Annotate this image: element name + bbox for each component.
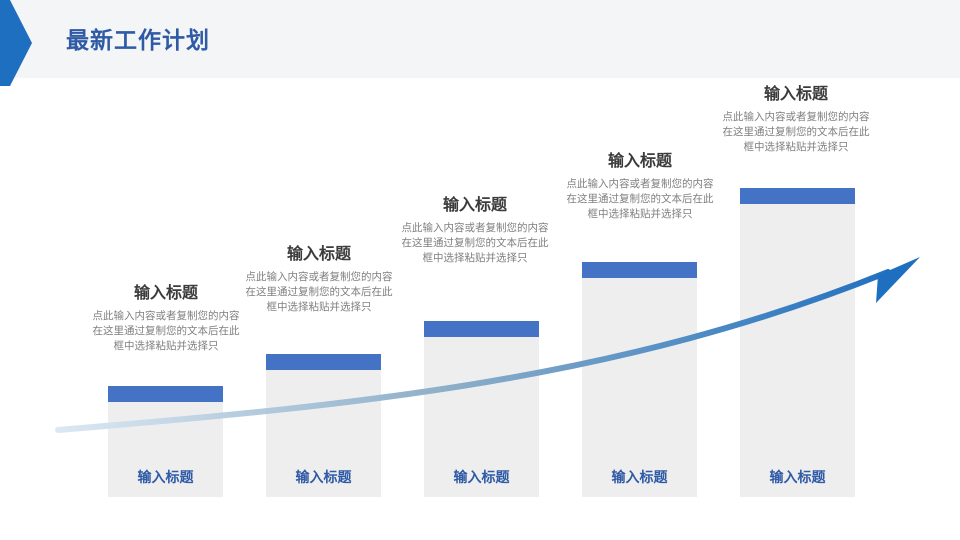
step-desc[interactable]: 点此输入内容或者复制您的内容在这里通过复制您的文本后在此框中选择粘贴并选择只: [401, 222, 549, 264]
column-label[interactable]: 输入标题: [611, 470, 668, 486]
arrow-head-icon: [851, 257, 920, 303]
step-title[interactable]: 输入标题: [442, 195, 507, 214]
step-desc[interactable]: 点此输入内容或者复制您的内容在这里通过复制您的文本后在此框中选择粘贴并选择只: [566, 178, 714, 220]
step-text-4: 输入标题 点此输入内容或者复制您的内容在这里通过复制您的文本后在此框中选择粘贴并…: [565, 151, 715, 222]
column-1: 输入标题: [108, 386, 223, 497]
page-title: 最新工作计划: [66, 28, 210, 54]
step-desc[interactable]: 点此输入内容或者复制您的内容在这里通过复制您的文本后在此框中选择粘贴并选择只: [92, 310, 240, 352]
header-band: [0, 0, 960, 78]
column-cap: [108, 386, 223, 402]
step-text-5: 输入标题 点此输入内容或者复制您的内容在这里通过复制您的文本后在此框中选择粘贴并…: [721, 84, 871, 155]
trend-arrow-line: [55, 269, 891, 433]
step-desc[interactable]: 点此输入内容或者复制您的内容在这里通过复制您的文本后在此框中选择粘贴并选择只: [722, 111, 870, 153]
column-3: 输入标题: [424, 321, 539, 497]
column-label[interactable]: 输入标题: [453, 470, 510, 486]
column-label[interactable]: 输入标题: [769, 470, 826, 486]
step-title[interactable]: 输入标题: [607, 151, 672, 170]
column-label[interactable]: 输入标题: [295, 470, 352, 486]
column-cap: [582, 262, 697, 278]
step-title[interactable]: 输入标题: [286, 244, 351, 263]
step-text-2: 输入标题 点此输入内容或者复制您的内容在这里通过复制您的文本后在此框中选择粘贴并…: [244, 244, 394, 315]
column-5: 输入标题: [740, 188, 855, 497]
column-label[interactable]: 输入标题: [137, 470, 194, 486]
step-desc[interactable]: 点此输入内容或者复制您的内容在这里通过复制您的文本后在此框中选择粘贴并选择只: [245, 271, 393, 313]
step-text-1: 输入标题 点此输入内容或者复制您的内容在这里通过复制您的文本后在此框中选择粘贴并…: [91, 283, 241, 354]
column-2: 输入标题: [266, 354, 381, 497]
step-title[interactable]: 输入标题: [763, 84, 828, 103]
column-4: 输入标题: [582, 262, 697, 497]
column-cap: [424, 321, 539, 337]
column-cap: [740, 188, 855, 204]
header-arrow-icon: [0, 0, 32, 86]
step-title[interactable]: 输入标题: [133, 283, 198, 302]
column-cap: [266, 354, 381, 370]
step-text-3: 输入标题 点此输入内容或者复制您的内容在这里通过复制您的文本后在此框中选择粘贴并…: [400, 195, 550, 266]
